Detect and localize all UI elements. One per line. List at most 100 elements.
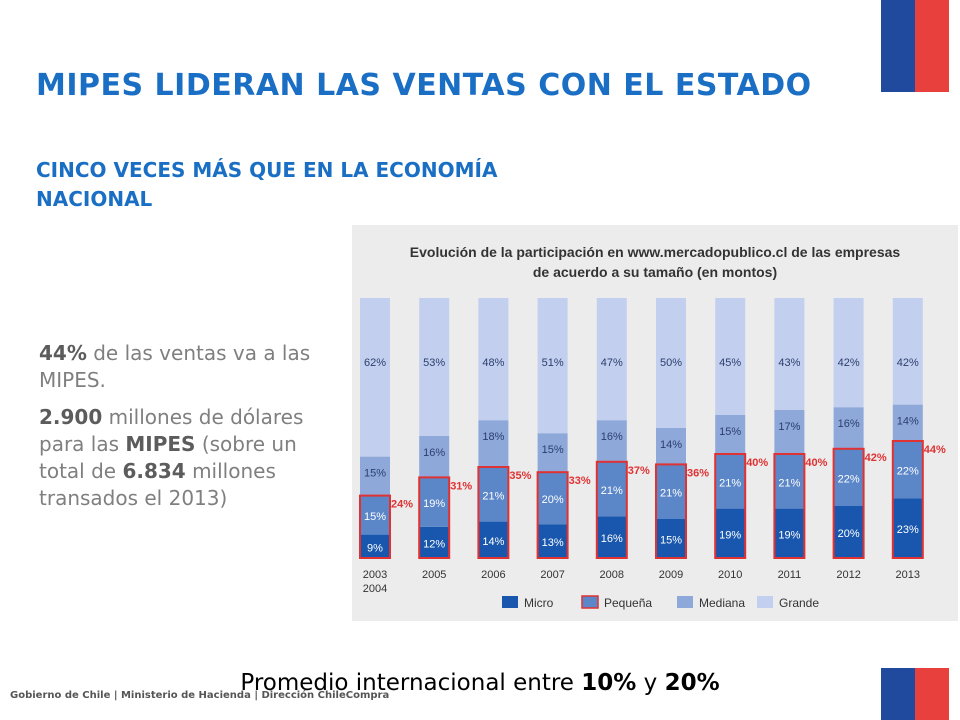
- bar-segment: [596, 298, 627, 421]
- data-label: 13%: [542, 537, 564, 549]
- bullet-highlight: 6.834: [122, 459, 186, 483]
- category-label: 2012: [836, 569, 860, 581]
- data-label: 9%: [367, 542, 383, 554]
- bullet-list: 44% de las ventas va a las MIPES. 2.900 …: [39, 340, 344, 522]
- bar-stack: 23% 22% 14% 42% 44% 2013: [891, 298, 946, 581]
- bar-segment: [478, 467, 509, 522]
- data-label: 14%: [482, 536, 504, 548]
- mipes-total-label: 42%: [865, 452, 887, 464]
- flag-red-stripe: [915, 668, 949, 720]
- category-label: 2011: [778, 569, 802, 581]
- legend-label: Grande: [779, 596, 819, 610]
- bar-segment: [537, 524, 568, 558]
- bullet-text: millones de dólares para las: [39, 405, 304, 456]
- bar-segment: [715, 415, 746, 454]
- mipes-total-label: 24%: [391, 499, 413, 511]
- legend-swatch: [502, 596, 518, 608]
- footer-credits: Gobierno de Chile | Ministerio de Hacien…: [10, 690, 390, 701]
- bar-segment: [656, 464, 686, 519]
- mipes-total-label: 35%: [509, 470, 531, 482]
- legend-label: Micro: [524, 596, 554, 610]
- bar-segment: [537, 298, 568, 434]
- bar-segment: [715, 508, 746, 558]
- stacked-bar-chart: Evolución de la participación en www.mer…: [359, 244, 946, 610]
- mipes-highlight: [359, 494, 391, 560]
- bar-segment: [596, 461, 627, 517]
- mipes-highlight: [655, 463, 687, 559]
- chile-flag-top: [881, 0, 949, 92]
- flag-red-stripe: [915, 0, 949, 92]
- data-label: 16%: [601, 533, 623, 545]
- bar-stack: 19% 21% 17% 43% 40% 2011: [773, 298, 828, 581]
- bar-stack: 14% 21% 18% 48% 35% 2006: [477, 298, 532, 581]
- category-label: 2003: [363, 569, 387, 581]
- data-label: 22%: [897, 466, 919, 478]
- data-label: 21%: [778, 477, 800, 489]
- mipes-total-label: 40%: [746, 457, 768, 469]
- bar-segment: [656, 519, 686, 558]
- category-label: 2004: [363, 583, 387, 595]
- legend-label: Mediana: [699, 596, 745, 610]
- bar-segment: [833, 448, 864, 506]
- category-label: 2009: [659, 569, 683, 581]
- data-label: 14%: [897, 416, 919, 428]
- data-label: 22%: [838, 473, 860, 485]
- mipes-highlight: [891, 440, 924, 559]
- data-label: 50%: [660, 357, 682, 369]
- bar-segment: [419, 526, 450, 558]
- data-label: 42%: [897, 357, 919, 369]
- bar-segment: [478, 521, 509, 558]
- bar-stack: 15% 21% 14% 50% 36% 2009: [655, 298, 709, 581]
- flag-blue-stripe: [881, 668, 915, 720]
- bar-segment: [360, 495, 390, 535]
- data-label: 62%: [364, 357, 386, 369]
- bar-stack: 19% 21% 15% 45% 40% 2010: [714, 298, 768, 581]
- chart-title: Evolución de la participación en www.mer…: [410, 244, 901, 260]
- mipes-total-label: 40%: [805, 457, 827, 469]
- data-label: 16%: [423, 447, 445, 459]
- data-label: 12%: [423, 538, 445, 550]
- bar-segment: [774, 454, 805, 509]
- footnote-low: 10%: [581, 670, 637, 696]
- data-label: 21%: [660, 488, 682, 500]
- bullet-text: (sobre un total de: [39, 432, 297, 483]
- bar-segment: [419, 477, 450, 527]
- bar-stack: 13% 20% 15% 51% 33% 2007: [536, 298, 591, 581]
- data-label: 15%: [660, 535, 682, 547]
- data-label: 18%: [482, 431, 504, 443]
- slide-title: MIPES LIDERAN LAS VENTAS CON EL ESTADO: [36, 68, 812, 103]
- legend-swatch: [581, 595, 599, 609]
- bar-segment: [892, 441, 923, 499]
- data-label: 43%: [778, 357, 800, 369]
- data-label: 19%: [778, 529, 800, 541]
- data-label: 45%: [719, 357, 741, 369]
- bullet-item: 44% de las ventas va a las MIPES.: [39, 340, 344, 394]
- bar-segment: [656, 298, 686, 428]
- data-label: 20%: [542, 494, 564, 506]
- bar-segment: [596, 420, 627, 462]
- flag-blue-stripe: [881, 0, 915, 92]
- mipes-total-label: 44%: [924, 444, 946, 456]
- legend-swatch: [677, 596, 693, 608]
- data-label: 48%: [482, 357, 504, 369]
- chart-container: Evolución de la participación en www.mer…: [352, 225, 958, 621]
- bullet-highlight: MIPES: [125, 432, 196, 456]
- footnote-conjunction: y: [636, 670, 665, 696]
- category-label: 2010: [718, 569, 742, 581]
- bar-segment: [537, 433, 568, 473]
- footnote-text: Promedio internacional entre: [240, 670, 582, 696]
- bar-segment: [892, 404, 923, 441]
- bar-segment: [715, 298, 746, 415]
- bar-segment: [833, 298, 864, 408]
- mipes-total-label: 37%: [628, 465, 650, 477]
- bar-stack: 12% 19% 16% 53% 31% 2005: [418, 298, 472, 581]
- data-label: 15%: [364, 511, 386, 523]
- bar-segment: [892, 298, 923, 405]
- chile-flag-bottom: [881, 668, 949, 720]
- bullet-item: 2.900 millones de dólares para las MIPES…: [39, 404, 344, 512]
- mipes-highlight: [477, 466, 510, 559]
- footnote: Promedio internacional entre 10% y 20%: [0, 668, 960, 698]
- bar-segment: [478, 298, 509, 421]
- data-label: 19%: [423, 498, 445, 510]
- data-label: 53%: [423, 357, 445, 369]
